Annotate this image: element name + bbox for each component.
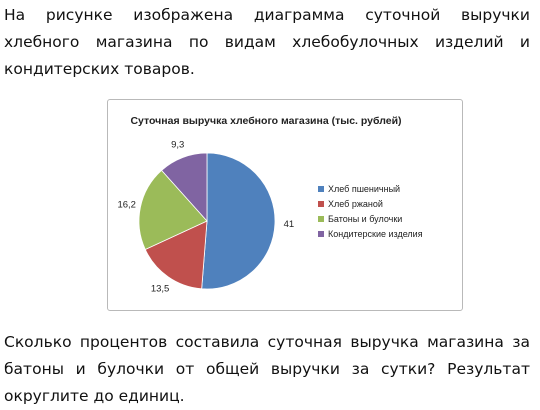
pie-slice bbox=[161, 152, 208, 223]
legend-swatch bbox=[318, 186, 324, 192]
legend-swatch bbox=[318, 201, 324, 207]
legend-label: Хлеб пшеничный bbox=[328, 184, 400, 194]
slice-data-label: 41 bbox=[284, 219, 295, 230]
slice-data-label: 9,3 bbox=[171, 139, 184, 150]
intro-paragraph: На рисунке изображена диаграмма суточной… bbox=[4, 6, 530, 78]
question-paragraph: Сколько процентов составила суточная выр… bbox=[4, 333, 530, 405]
legend-label: Батоны и булочки bbox=[328, 214, 402, 224]
pie-chart-container: Суточная выручка хлебного магазина (тыс.… bbox=[107, 99, 463, 311]
legend-swatch bbox=[318, 216, 324, 222]
slice-data-label: 16,2 bbox=[117, 199, 136, 210]
legend-label: Хлеб ржаной bbox=[328, 199, 383, 209]
slice-data-label: 13,5 bbox=[151, 283, 170, 294]
chart-title: Суточная выручка хлебного магазина (тыс.… bbox=[130, 115, 401, 127]
legend-label: Кондитерские изделия bbox=[328, 229, 423, 239]
pie-slice bbox=[144, 220, 208, 290]
pie-slice bbox=[201, 152, 276, 290]
pie-slice bbox=[138, 169, 208, 251]
pie-chart: Суточная выручка хлебного магазина (тыс.… bbox=[117, 115, 423, 294]
legend-swatch bbox=[318, 231, 324, 237]
